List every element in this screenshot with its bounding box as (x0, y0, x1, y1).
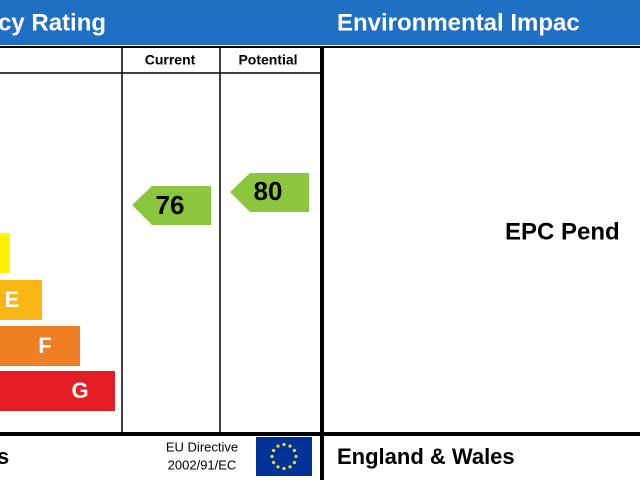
directive-label: EU Directive (166, 439, 238, 454)
potential-arrow (230, 173, 309, 212)
band-f (0, 326, 80, 366)
flag-star (282, 442, 286, 447)
current-rating: 76 (156, 190, 185, 220)
flag-star (272, 460, 276, 465)
band-letter: E (5, 287, 20, 312)
left-title: cy Rating (0, 9, 106, 36)
right-title: Environmental Impac (337, 9, 580, 36)
flag-star (294, 454, 298, 459)
flag-star (292, 460, 296, 465)
flag-star (292, 448, 296, 453)
potential-rating: 80 (254, 176, 283, 206)
region-label: s (0, 444, 9, 469)
flag-star (282, 466, 286, 471)
status-text: EPC Pend (505, 218, 620, 245)
flag-star (272, 448, 276, 453)
flag-star (276, 444, 280, 448)
band-g (0, 371, 115, 411)
flag-star (276, 465, 280, 469)
right-footer (322, 434, 640, 483)
column-label: Potential (238, 52, 297, 68)
band-d (0, 233, 10, 273)
flag-star (270, 454, 274, 459)
region-label: England & Wales (337, 444, 515, 469)
current-arrow (132, 186, 211, 225)
band-letter: F (38, 333, 51, 358)
left-panel (0, 46, 322, 434)
column-label: Current (145, 52, 196, 68)
flag-star (288, 444, 292, 448)
band-e (0, 280, 42, 320)
header-bar (0, 0, 640, 45)
right-panel (322, 46, 640, 434)
directive-code: 2002/91/EC (168, 457, 237, 472)
eu-flag (256, 437, 312, 476)
band-letter: G (71, 378, 88, 403)
flag-star (288, 465, 292, 469)
